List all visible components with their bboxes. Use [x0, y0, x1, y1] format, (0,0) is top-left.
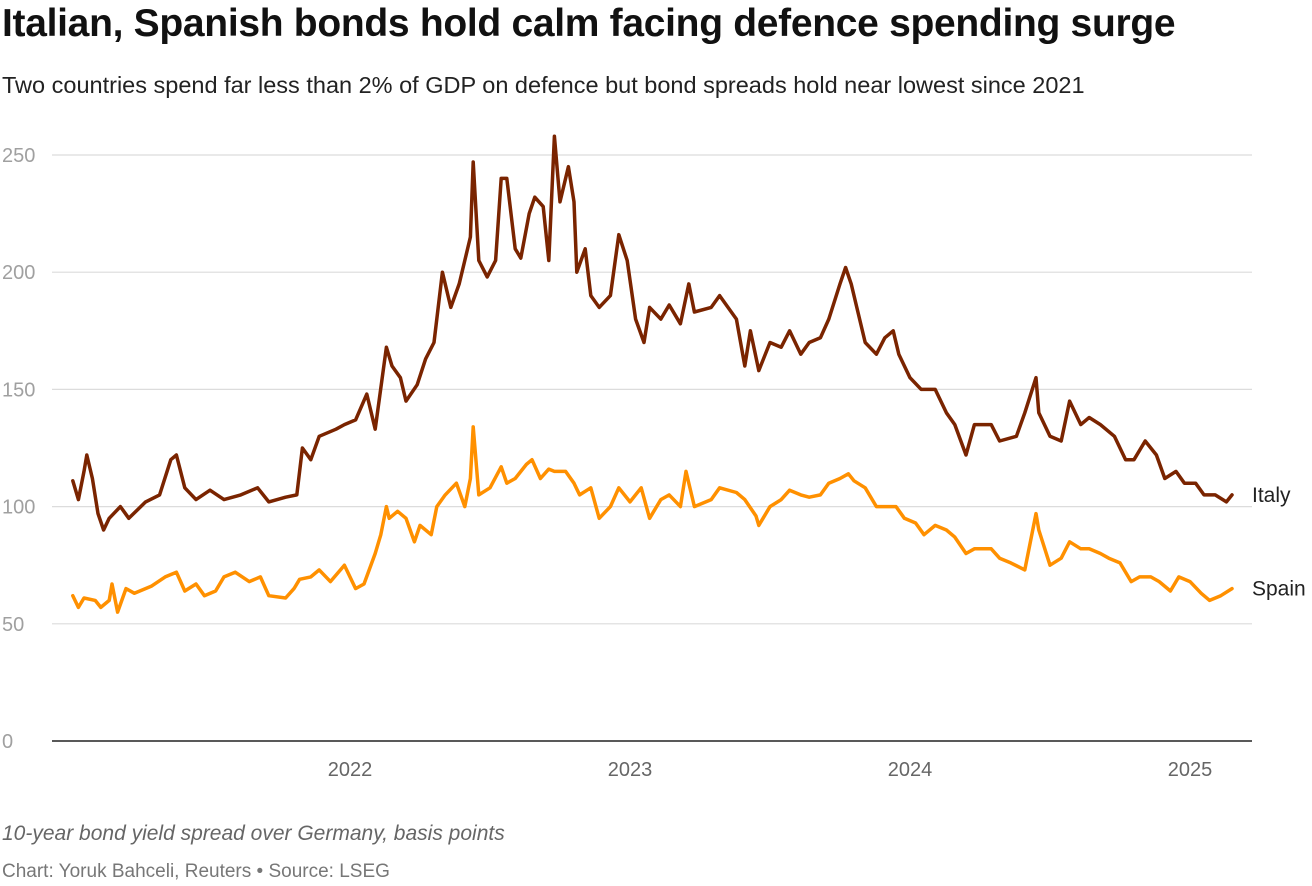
chart-subtitle: Two countries spend far less than 2% of …	[2, 72, 1085, 98]
y-tick-label: 250	[2, 145, 35, 167]
series-line-spain	[71, 425, 1234, 614]
chart-note: 10-year bond yield spread over Germany, …	[2, 822, 505, 845]
x-tick-label: 2023	[608, 759, 653, 781]
x-tick-label: 2025	[1168, 759, 1213, 781]
chart-source: Chart: Yoruk Bahceli, Reuters • Source: …	[2, 861, 390, 882]
series-label-italy: Italy	[1252, 484, 1291, 507]
series-lines	[71, 134, 1234, 614]
series-labels: Italy Spain	[1252, 484, 1306, 601]
x-tick-label: 2024	[888, 759, 933, 781]
series-label-spain: Spain	[1252, 578, 1306, 601]
y-tick-label: 50	[2, 614, 24, 636]
chart-title: Italian, Spanish bonds hold calm facing …	[2, 2, 1176, 45]
gridlines	[52, 154, 1252, 625]
y-tick-label: 100	[2, 497, 35, 519]
y-axis-ticks: 0 50 100 150 200 250	[2, 145, 35, 753]
series-line-italy	[71, 134, 1234, 532]
x-tick-label: 2022	[328, 759, 373, 781]
x-axis-ticks: 2022 2023 2024 2025	[328, 759, 1213, 781]
y-tick-label: 0	[2, 731, 13, 753]
y-tick-label: 150	[2, 379, 35, 401]
y-tick-label: 200	[2, 262, 35, 284]
